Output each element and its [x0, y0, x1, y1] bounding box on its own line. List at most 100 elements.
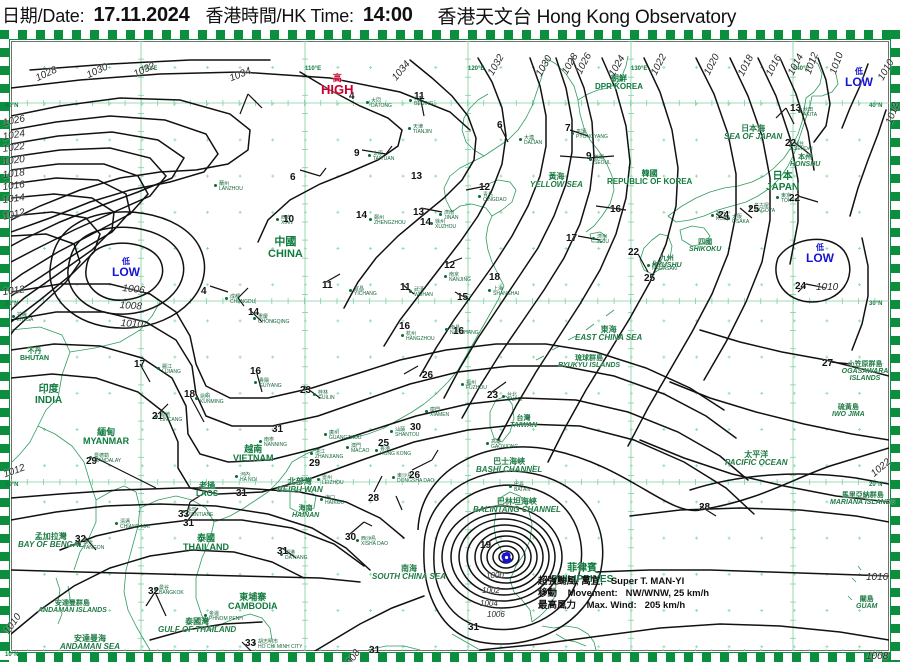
city-label: 臨滄 LINCANG: [160, 412, 183, 423]
city-marker: [478, 195, 481, 198]
country-name-en: DPR KOREA: [595, 82, 644, 92]
country-name-en: MYANMAR: [83, 436, 130, 447]
station-observation-number: 25: [644, 273, 656, 284]
country-label: 菲律賓 PHILIPPINES: [551, 563, 614, 585]
station-observation-number: 31: [183, 518, 195, 529]
city-marker: [12, 315, 15, 318]
city-marker: [235, 475, 238, 478]
city-label: 汕頭 SHANTOU: [395, 427, 420, 438]
isobar-label: 1010: [816, 282, 839, 293]
station-observation-number: 32: [148, 586, 160, 597]
chart-border: [0, 30, 900, 662]
station-observation-number: 13: [411, 171, 423, 182]
city-marker: [430, 222, 433, 225]
city-label: 雷州 LEIZHOU: [322, 475, 344, 486]
station-observation-number: 25: [748, 204, 760, 215]
city-label: 南昌 NANCHANG: [450, 325, 479, 336]
time-label: 香港時間/HK Time:: [205, 6, 354, 26]
station-observation-number: 16: [610, 204, 622, 215]
city-marker: [390, 430, 393, 433]
city-label: 廣州 GUANGZHOU: [329, 430, 362, 441]
coord-label: 130°E: [631, 66, 648, 72]
country-label: 泰國 THAILAND: [183, 533, 229, 553]
country-name-en: VIETNAM: [233, 453, 274, 464]
station-observation-number: 24: [718, 210, 730, 221]
station-observation-number: 16: [250, 366, 262, 377]
city-label: 武漢 WUHAN: [414, 287, 433, 298]
city-label: 清邁 CHIANG MAI: [120, 519, 150, 530]
country-name-en: THAILAND: [183, 542, 229, 553]
city-label: 蘭州 LANZHOU: [219, 181, 243, 192]
station-observation-number: 11: [322, 280, 333, 291]
coord-label: 100°E: [141, 66, 158, 72]
city-label: 峴港 DA NANG: [285, 550, 308, 561]
city-marker: [313, 393, 316, 396]
city-marker: [711, 214, 714, 217]
city-label: 神戶 KOBE: [716, 211, 730, 222]
station-observation-number: 24: [795, 281, 807, 292]
date-value: 17.11.2024: [93, 3, 190, 26]
station-observation-number: 4: [349, 91, 355, 102]
country-label: 緬甸 MYANMAR: [83, 427, 130, 447]
wind-barbs: [83, 93, 853, 651]
city-label: 澳門 MACAO: [351, 443, 370, 454]
station-observation-number: 32: [75, 534, 87, 545]
typhoon-isobar-label: 1000: [486, 571, 504, 580]
country-label: 不丹 BHUTAN: [20, 348, 49, 363]
city-marker: [571, 132, 574, 135]
country-name-cn: 緬甸: [97, 427, 116, 437]
city-label: 曼谷 BANGKOK: [159, 585, 184, 596]
city-marker: [78, 543, 81, 546]
country-name-cn: 韓國: [641, 169, 658, 178]
typhoon-maxwind-line: 最高風力 Max. Wind: 205 km/h: [538, 600, 709, 612]
station-observation-number: 16: [399, 321, 411, 332]
country-name-en: CHINA: [268, 247, 303, 260]
city-marker: [409, 290, 412, 293]
city-label: 濟州 JEJU: [597, 234, 609, 245]
chart-header: 日期/Date: 17.11.2024 香港時間/HK Time: 14:00 …: [0, 0, 900, 30]
station-observation-number: 11: [414, 91, 425, 102]
chart-canvas: [0, 30, 900, 662]
date-label: 日期/Date:: [2, 6, 85, 26]
city-label: 北京 BEIJING: [414, 96, 434, 107]
city-marker: [317, 478, 320, 481]
country-name-cn: 菲律賓: [567, 563, 598, 574]
tropical-cyclone-isobars: [417, 446, 889, 645]
station-observation-number: 33: [178, 509, 190, 520]
city-label: 巴丹 BATAN: [514, 482, 530, 493]
city-label: 東沙島 DONGSHA DAO: [397, 473, 435, 484]
typhoon-name-en: Super T. MAN-YI: [610, 576, 685, 587]
country-label: 中國 CHINA: [268, 236, 303, 260]
city-label: 濟南 JINAN: [444, 210, 459, 221]
country-name-cn: 東埔寨: [239, 592, 267, 602]
station-observation-number: 13: [413, 207, 425, 218]
city-marker: [204, 614, 207, 617]
low-pressure-label: 低 LOW: [112, 257, 140, 279]
city-label: 南寧 NANNING: [264, 437, 288, 448]
city-label: 香港 HONG KONG: [380, 446, 412, 457]
weather-chart: 100°E110°E120°E130°E140°E100°E110°E120°E…: [0, 30, 900, 662]
city-marker: [409, 99, 412, 102]
station-observation-number: 19: [480, 540, 492, 551]
country-label: 朝鮮 DPR KOREA: [595, 74, 644, 92]
station-observation-number: 26: [409, 470, 421, 481]
station-observation-number: 4: [201, 286, 207, 297]
city-marker: [182, 510, 185, 513]
city-label: 天津 TIANJIN: [413, 124, 432, 135]
city-label: 大同 DATONG: [371, 98, 392, 109]
station-observation-number: 27: [822, 358, 834, 369]
typhoon-isobar-label: 1006: [487, 610, 505, 619]
city-marker: [502, 395, 505, 398]
city-marker: [445, 328, 448, 331]
country-label: 東埔寨 CAMBODIA: [228, 592, 278, 612]
station-observation-number: 15: [457, 292, 469, 303]
isobar-label: 1010: [120, 318, 144, 331]
city-marker: [519, 138, 522, 141]
city-marker: [366, 101, 369, 104]
isobar-label: 1006: [121, 283, 146, 297]
country-name-cn: 泰國: [196, 533, 215, 543]
city-label: 金邊 PHNOM PENH: [209, 611, 243, 622]
city-marker: [276, 218, 279, 221]
station-observation-number: 31: [272, 424, 284, 435]
country-name-en: PHILIPPINES: [551, 573, 614, 585]
